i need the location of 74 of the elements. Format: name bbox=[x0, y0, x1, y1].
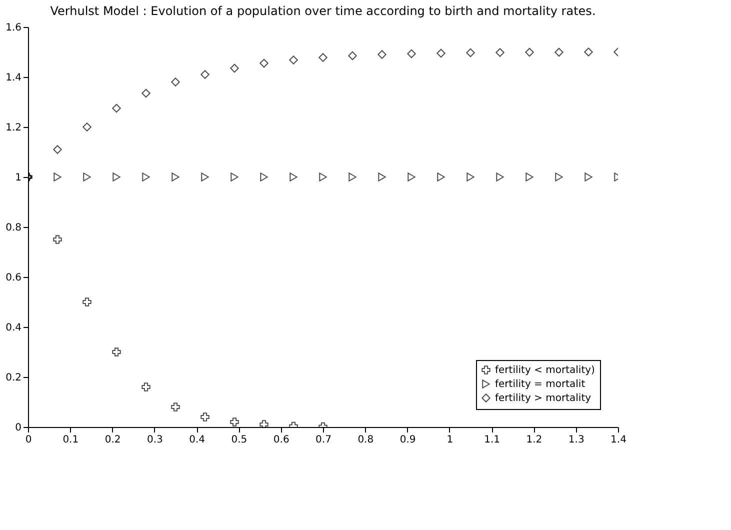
point bbox=[112, 172, 120, 182]
point bbox=[142, 88, 150, 98]
x-tick-label: 1.3 bbox=[568, 434, 584, 446]
point bbox=[289, 56, 298, 64]
chart-title: Verhulst Model : Evolution of a population over time according to birth and mortality rates. bbox=[50, 4, 596, 18]
x-tick-label: 0.9 bbox=[400, 434, 416, 446]
point bbox=[142, 172, 150, 182]
point bbox=[54, 172, 62, 182]
y-tick-label: 0.4 bbox=[6, 322, 22, 334]
y-tick-label: 0.8 bbox=[6, 222, 22, 234]
point bbox=[200, 70, 210, 79]
point bbox=[82, 298, 92, 306]
legend-label: fertility > mortality bbox=[495, 393, 592, 404]
y-tick-label: 0.2 bbox=[6, 372, 22, 384]
point bbox=[554, 48, 564, 57]
point bbox=[318, 53, 328, 62]
point bbox=[171, 78, 180, 86]
point bbox=[525, 48, 534, 57]
point bbox=[83, 172, 91, 182]
point bbox=[348, 51, 357, 60]
x-tick-label: 1.4 bbox=[610, 434, 626, 446]
x-tick-label: 0.3 bbox=[146, 434, 163, 446]
point bbox=[290, 172, 298, 182]
point bbox=[466, 48, 475, 58]
point bbox=[584, 172, 592, 182]
y-tick-label: 1.4 bbox=[6, 72, 22, 84]
y-tick-label: 0.6 bbox=[6, 272, 22, 284]
point bbox=[171, 402, 180, 412]
point bbox=[82, 122, 92, 132]
point bbox=[436, 48, 446, 58]
x-tick-label: 0.5 bbox=[231, 434, 248, 446]
point bbox=[142, 382, 150, 392]
point bbox=[378, 50, 386, 59]
legend-label: fertility = mortalit bbox=[495, 379, 586, 390]
point bbox=[230, 64, 239, 73]
point bbox=[200, 412, 210, 422]
point bbox=[348, 172, 356, 182]
x-tick-label: 0.1 bbox=[62, 434, 79, 446]
x-tick-label: 0.6 bbox=[273, 434, 290, 446]
point bbox=[526, 172, 534, 182]
x-tick-label: 1.2 bbox=[526, 434, 542, 446]
x-tick-label: 0.4 bbox=[189, 434, 206, 446]
point bbox=[319, 172, 327, 182]
point bbox=[496, 172, 504, 182]
point bbox=[230, 172, 238, 182]
point bbox=[172, 172, 180, 182]
x-tick-label: 0 bbox=[25, 434, 32, 446]
point bbox=[230, 418, 239, 426]
point bbox=[466, 172, 474, 182]
point bbox=[378, 172, 386, 182]
point bbox=[112, 104, 121, 113]
point bbox=[407, 49, 416, 58]
point bbox=[201, 172, 209, 182]
point bbox=[53, 145, 62, 154]
x-tick-label: 1.1 bbox=[484, 434, 500, 446]
point bbox=[408, 172, 416, 182]
y-tick-label: 0 bbox=[15, 422, 22, 434]
x-tick-label: 0.2 bbox=[104, 434, 121, 446]
point bbox=[584, 48, 593, 56]
point bbox=[260, 420, 268, 427]
y-tick-label: 1 bbox=[15, 172, 22, 184]
point bbox=[112, 348, 121, 356]
point bbox=[260, 58, 268, 68]
y-tick-label: 1.2 bbox=[6, 122, 22, 134]
legend-label: fertility < mortality) bbox=[495, 365, 596, 376]
y-tick-label: 1.6 bbox=[6, 22, 22, 34]
point bbox=[496, 48, 504, 57]
point bbox=[437, 172, 445, 182]
x-tick-label: 0.8 bbox=[358, 434, 374, 446]
point bbox=[53, 235, 62, 244]
point bbox=[260, 172, 268, 182]
x-tick-label: 0.7 bbox=[316, 434, 332, 446]
x-tick-label: 1 bbox=[446, 434, 454, 446]
point bbox=[555, 172, 563, 182]
